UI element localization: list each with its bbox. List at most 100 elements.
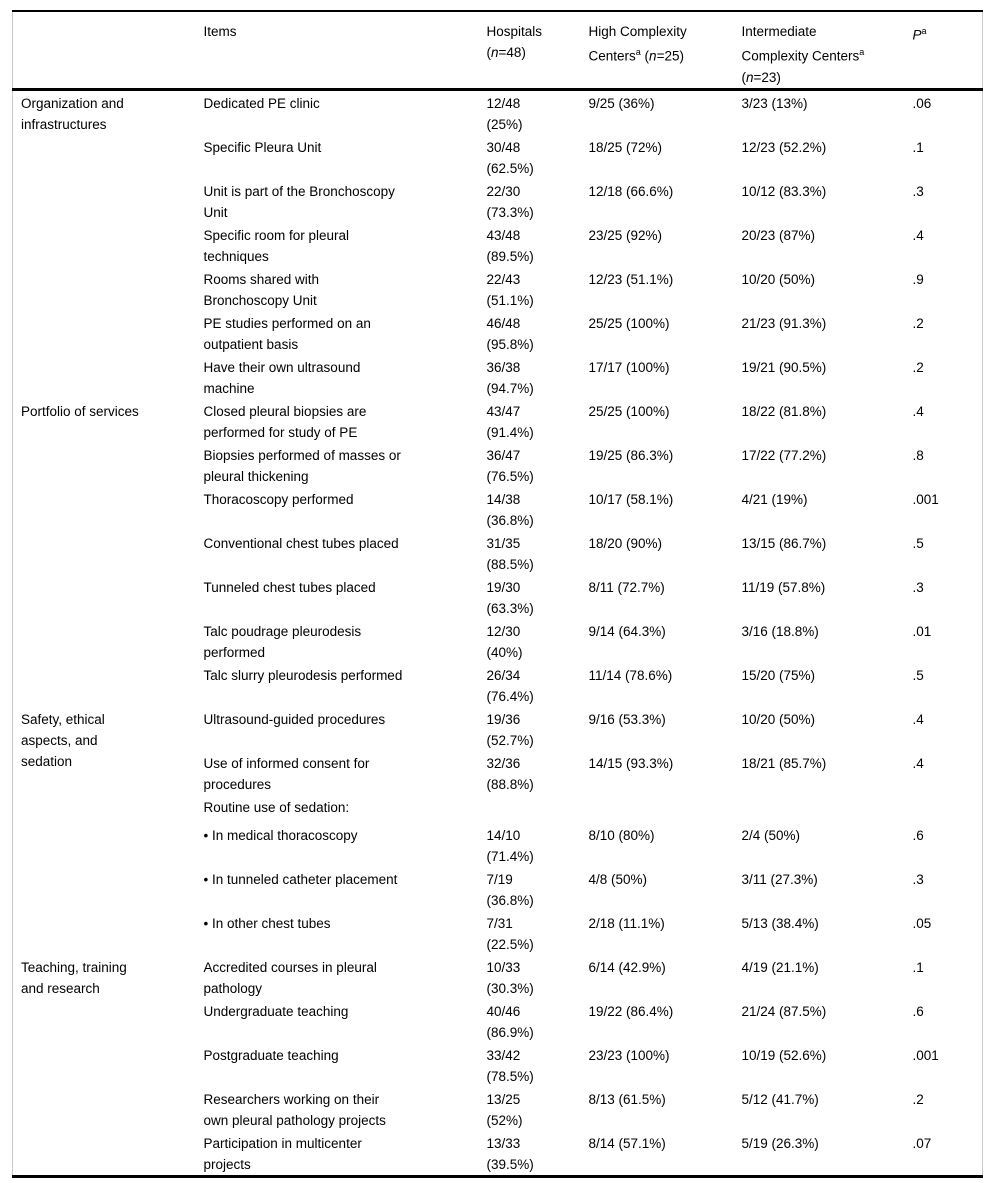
cell-category: Organization and infrastructures: [21, 95, 124, 132]
cell-high-complexity-value: 18/25 (72%): [588, 139, 663, 155]
cell-p-value: .1: [912, 139, 924, 155]
cell-high-complexity-value: 25/25 (100%): [588, 315, 670, 331]
cell-hospitals-value: 31/35 (88.5%): [486, 535, 534, 572]
cell-intermediate-complexity-value: 11/19 (57.8%): [741, 579, 826, 595]
cell-hospitals-value: 14/10 (71.4%): [486, 827, 534, 864]
cell-item: • In other chest tubes: [203, 915, 331, 931]
cell-p-value: .07: [912, 1135, 932, 1151]
table-row: Researchers working on their own pleural…: [13, 1087, 983, 1131]
table-row: Portfolio of services Closed pleural biop…: [13, 399, 983, 443]
cell-intermediate-complexity-value: 20/23 (87%): [741, 227, 816, 243]
cell-hospitals-value: 36/38 (94.7%): [486, 359, 534, 396]
table-row: Participation in multicenter projects 13/…: [13, 1131, 983, 1177]
cell-p-value: .3: [912, 183, 924, 199]
cell-high-complexity-value: 2/18 (11.1%): [588, 915, 665, 931]
table-header: Items Hospitals (n=48) High Complexity Cente…: [12, 11, 983, 91]
cell-item: • In tunneled catheter placement: [203, 871, 398, 887]
cell-hospitals-value: 36/47 (76.5%): [486, 447, 534, 484]
header-items: Items: [203, 11, 487, 91]
cell-item: Postgraduate teaching: [203, 1047, 339, 1063]
cell-hospitals-value: 33/42 (78.5%): [486, 1047, 534, 1084]
cell-hospitals-value: 46/48 (95.8%): [486, 315, 534, 352]
cell-p-value: .3: [912, 579, 924, 595]
cell-hospitals-value: 30/48 (62.5%): [486, 139, 534, 176]
cell-hospitals-value: 14/38 (36.8%): [486, 491, 534, 528]
table-row: Have their own ultrasound machine 36/38 (…: [13, 355, 983, 399]
cell-item: Biopsies performed of masses or pleural …: [203, 447, 401, 484]
cell-intermediate-complexity-value: 15/20 (75%): [741, 667, 816, 683]
cell-high-complexity-value: 6/14 (42.9%): [588, 959, 666, 975]
cell-high-complexity-value: 8/11 (72.7%): [588, 579, 665, 595]
cell-high-complexity-value: 14/15 (93.3%): [588, 755, 674, 771]
cell-intermediate-complexity-value: 18/21 (85.7%): [741, 755, 827, 771]
table-row: Organization and infrastructures Dedicate…: [13, 89, 983, 135]
cell-high-complexity-value: 8/14 (57.1%): [588, 1135, 666, 1151]
cell-p-value: .5: [912, 535, 924, 551]
cell-p-value: .1: [912, 959, 924, 975]
header-p-value: Pa: [906, 11, 983, 91]
cell-hospitals-value: 26/34 (76.4%): [486, 667, 534, 704]
cell-p-value: .4: [912, 711, 924, 727]
cell-p-value: .6: [912, 1003, 924, 1019]
cell-intermediate-complexity-value: 10/20 (50%): [741, 711, 816, 727]
table-row: • In tunneled catheter placement 7/19 (36…: [13, 867, 983, 911]
cell-intermediate-complexity-value: 10/20 (50%): [741, 271, 816, 287]
header-category: [12, 11, 204, 91]
cell-hospitals-value: 43/48 (89.5%): [486, 227, 534, 264]
cell-high-complexity-value: 9/14 (64.3%): [588, 623, 666, 639]
cell-intermediate-complexity-value: [736, 795, 907, 823]
cell-p-value: .6: [912, 827, 924, 843]
cell-high-complexity-value: 9/16 (53.3%): [588, 711, 666, 727]
table-row: Postgraduate teaching 33/42 (78.5%) 23/23 …: [13, 1043, 983, 1087]
cell-item: Tunneled chest tubes placed: [203, 579, 376, 595]
cell-high-complexity-value: 9/25 (36%): [588, 95, 655, 111]
cell-high-complexity-value: 19/22 (86.4%): [588, 1003, 674, 1019]
cell-category: Teaching, training and research: [21, 959, 127, 996]
cell-intermediate-complexity-value: 3/16 (18.8%): [741, 623, 819, 639]
cell-p-value: [907, 795, 983, 823]
header-row: Items Hospitals (n=48) High Complexity Cente…: [12, 11, 983, 91]
table-row: Undergraduate teaching 40/46 (86.9%) 19/22…: [13, 999, 983, 1043]
cell-high-complexity-value: 12/18 (66.6%): [588, 183, 674, 199]
cell-item: Thoracoscopy performed: [203, 491, 354, 507]
cell-item: Closed pleural biopsies are performed fo…: [203, 403, 367, 440]
cell-high-complexity-value: 23/23 (100%): [588, 1047, 670, 1063]
cell-intermediate-complexity-value: 19/21 (90.5%): [741, 359, 827, 375]
cell-high-complexity-value: [583, 795, 736, 823]
cell-hospitals-value: 13/33 (39.5%): [486, 1135, 534, 1172]
cell-item: Conventional chest tubes placed: [203, 535, 399, 551]
table-row: PE studies performed on an outpatient ba…: [13, 311, 983, 355]
cell-intermediate-complexity-value: 3/23 (13%): [741, 95, 808, 111]
cell-high-complexity-value: 18/20 (90%): [588, 535, 663, 551]
table-row: Use of informed consent for procedures 32…: [13, 751, 983, 795]
table-row: Routine use of sedation:: [13, 795, 983, 823]
cell-p-value: .2: [912, 359, 924, 375]
cell-p-value: .01: [912, 623, 932, 639]
hospital-survey-table: Items Hospitals (n=48) High Complexity Cente…: [12, 10, 983, 1178]
cell-intermediate-complexity-value: 3/11 (27.3%): [741, 871, 818, 887]
table-row: Talc slurry pleurodesis performed 26/34 (…: [13, 663, 983, 707]
cell-item: Undergraduate teaching: [203, 1003, 349, 1019]
cell-hospitals-value: 22/43 (51.1%): [486, 271, 534, 308]
cell-high-complexity-value: 25/25 (100%): [588, 403, 670, 419]
table-row: Tunneled chest tubes placed 19/30 (63.3%)…: [13, 575, 983, 619]
cell-hospitals-value: 12/30 (40%): [486, 623, 523, 660]
cell-hospitals-value: 19/36 (52.7%): [486, 711, 534, 748]
cell-high-complexity-value: 19/25 (86.3%): [588, 447, 674, 463]
cell-p-value: .8: [912, 447, 924, 463]
cell-high-complexity-value: 17/17 (100%): [588, 359, 670, 375]
cell-intermediate-complexity-value: 4/21 (19%): [741, 491, 808, 507]
cell-item: • In medical thoracoscopy: [203, 827, 358, 843]
cell-intermediate-complexity-value: 13/15 (86.7%): [741, 535, 827, 551]
cell-intermediate-complexity-value: 2/4 (50%): [741, 827, 801, 843]
cell-intermediate-complexity-value: 10/19 (52.6%): [741, 1047, 827, 1063]
cell-p-value: .4: [912, 227, 924, 243]
header-hospitals: Hospitals (n=48): [486, 11, 583, 91]
table-row: Unit is part of the Bronchoscopy Unit 22/…: [13, 179, 983, 223]
cell-intermediate-complexity-value: 18/22 (81.8%): [741, 403, 827, 419]
header-intermediate-complexity: Intermediate Complexity Centersa (n=23): [735, 11, 907, 91]
cell-hospitals-value: 32/36 (88.8%): [486, 755, 534, 792]
cell-item: Use of informed consent for procedures: [203, 755, 370, 792]
cell-category: Portfolio of services: [21, 403, 139, 419]
cell-hospitals-value: [487, 795, 583, 823]
